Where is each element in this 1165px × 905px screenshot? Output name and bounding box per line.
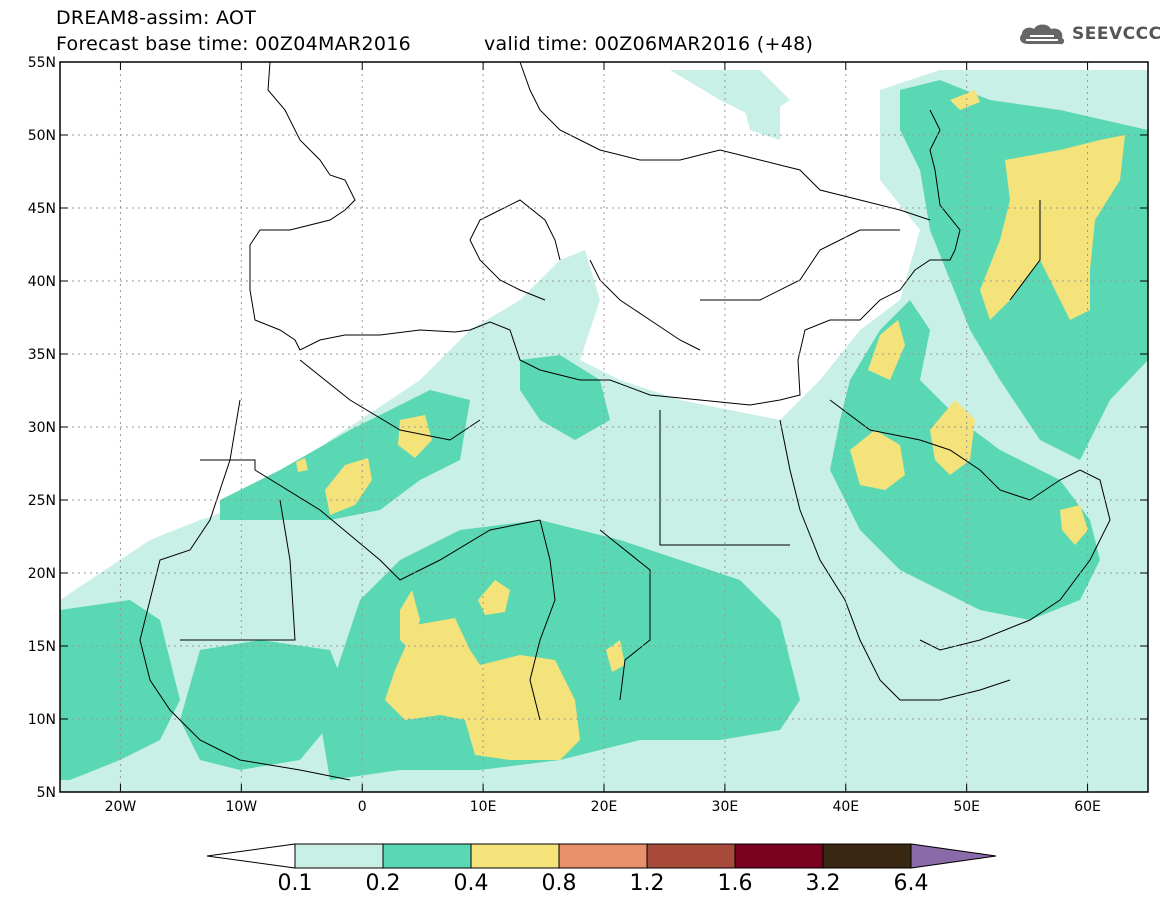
lon-tick-label: 60E — [1074, 799, 1101, 815]
lon-tick-label: 0 — [358, 799, 367, 815]
lon-tick-label: 20E — [591, 799, 618, 815]
lat-tick-label: 50N — [28, 128, 56, 144]
lon-tick-label: 10W — [225, 799, 257, 815]
lon-tick-label: 20W — [105, 799, 137, 815]
lat-tick-label: 20N — [28, 566, 56, 582]
colorbar-label: 1.6 — [718, 871, 753, 896]
lat-tick-label: 35N — [28, 347, 56, 363]
lat-tick-label: 55N — [28, 55, 56, 71]
cloud-icon — [1020, 24, 1065, 45]
aot-level-0.1 — [60, 70, 1148, 792]
logo-text: SEEVCCC — [1072, 24, 1162, 44]
colorbar: 0.1 0.2 0.4 0.8 1.2 1.6 3.2 6.4 — [206, 843, 997, 896]
colorbar-label: 3.2 — [806, 871, 841, 896]
lat-tick-label: 30N — [28, 420, 56, 436]
lat-tick-label: 45N — [28, 201, 56, 217]
seevccc-logo: SEEVCCC — [1016, 20, 1162, 48]
aot-field — [60, 70, 1148, 792]
colorbar-box — [646, 843, 736, 869]
lon-tick-label: 50E — [953, 799, 980, 815]
colorbar-over-triangle — [910, 843, 997, 869]
colorbar-label: 0.8 — [542, 871, 577, 896]
map-axes: 20W 10W 0 10E 20E 30E 40E 50E 60E 55N 50N 45N 40N 35N… — [28, 55, 1148, 815]
aot-level-0.4 — [296, 90, 1125, 760]
valid-time: valid time: 00Z06MAR2016 (+48) — [484, 33, 814, 55]
colorbar-box — [558, 843, 648, 869]
colorbar-label: 1.2 — [630, 871, 665, 896]
colorbar-box — [382, 843, 472, 869]
colorbar-box — [734, 843, 824, 869]
colorbar-box — [822, 843, 912, 869]
lat-tick-label: 10N — [28, 712, 56, 728]
colorbar-label: 0.4 — [454, 871, 489, 896]
lon-tick-label: 30E — [712, 799, 739, 815]
colorbar-label: 6.4 — [894, 871, 929, 896]
colorbar-box — [294, 843, 384, 869]
forecast-base-time: Forecast base time: 00Z04MAR2016 — [56, 33, 412, 55]
lat-tick-label: 25N — [28, 493, 56, 509]
lat-tick-label: 15N — [28, 639, 56, 655]
lat-tick-label: 5N — [37, 785, 56, 801]
coastlines — [139, 62, 1111, 781]
lon-tick-label: 40E — [832, 799, 859, 815]
colorbar-label: 0.2 — [366, 871, 401, 896]
gridlines — [60, 62, 1148, 792]
colorbar-label: 0.1 — [278, 871, 313, 896]
map-title: DREAM8-assim: AOT — [56, 7, 257, 29]
colorbar-box — [470, 843, 560, 869]
lon-tick-label: 10E — [470, 799, 497, 815]
lat-tick-label: 40N — [28, 274, 56, 290]
colorbar-under-triangle — [206, 843, 296, 869]
